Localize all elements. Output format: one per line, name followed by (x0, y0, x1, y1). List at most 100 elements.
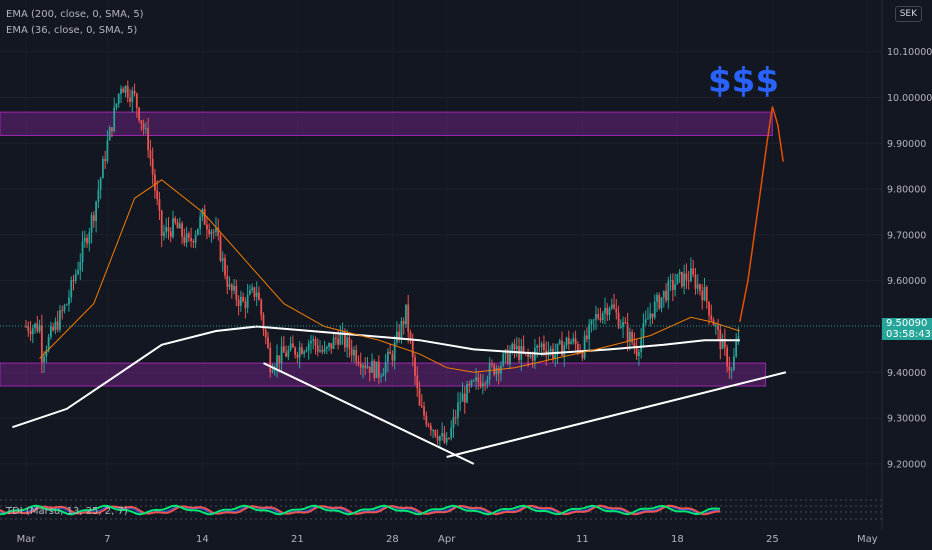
candle-body (371, 360, 373, 373)
candle-body (735, 341, 738, 357)
candle-body (233, 285, 235, 291)
y-tick-label: 10.10000 (887, 47, 932, 58)
currency-badge[interactable]: SEK (894, 6, 922, 22)
candle-body (723, 339, 726, 348)
candle-body (88, 232, 91, 244)
candle-body (346, 337, 349, 348)
candle-body (699, 284, 701, 291)
candle-body (72, 279, 75, 281)
candle-body (427, 424, 430, 426)
candle-body (448, 438, 450, 440)
candle-body (558, 340, 561, 344)
x-tick-label: 28 (386, 534, 399, 545)
candle-body (588, 324, 591, 340)
tdi-legend[interactable]: TDI (Marsu, 13, 25, 2, 7) (6, 506, 128, 517)
candle-body (601, 313, 604, 321)
candle-body (409, 332, 412, 341)
candle-body (133, 90, 136, 94)
candle-body (638, 352, 640, 356)
candle-body (206, 224, 208, 230)
candle-body (172, 218, 174, 237)
candle-body (373, 360, 376, 379)
ema36-legend[interactable]: EMA (36, close, 0, SMA, 5) (6, 25, 138, 36)
candle-body (436, 436, 439, 441)
candle-body (491, 363, 493, 365)
candle-body (538, 345, 541, 347)
candle-body (151, 158, 154, 175)
candle-body (192, 240, 195, 243)
candle-body (237, 299, 240, 306)
candle-body (380, 376, 382, 378)
candle-body (203, 209, 206, 225)
ema200-legend[interactable]: EMA (200, close, 0, SMA, 5) (6, 9, 144, 20)
candle-body (640, 337, 643, 353)
candle-body (543, 343, 545, 351)
candle-body (696, 284, 699, 289)
candle-body (678, 271, 681, 275)
candle-body (459, 401, 462, 403)
candle-body (466, 384, 468, 403)
candle-body (29, 331, 32, 335)
candle-body (86, 237, 88, 244)
candle-body (708, 301, 710, 316)
candle-body (375, 361, 378, 379)
candle-body (45, 350, 48, 357)
candle-body (194, 234, 197, 243)
candle-body (488, 363, 491, 380)
candle-body (97, 189, 100, 202)
candle-body (414, 357, 416, 376)
x-tick-label: 11 (576, 534, 589, 545)
candle-body (432, 430, 434, 432)
candle-body (377, 361, 380, 378)
candle-body (301, 347, 303, 354)
candle-body (450, 427, 453, 439)
candle-body (328, 343, 330, 347)
candle-body (411, 340, 414, 358)
y-tick-label: 9.70000 (887, 230, 926, 241)
candle-body (585, 335, 588, 340)
candle-body (291, 343, 294, 348)
candle-body (215, 227, 217, 232)
candle-body (660, 297, 663, 309)
candle-body (111, 127, 113, 132)
candle-body (262, 314, 265, 330)
candle-body (169, 231, 172, 237)
candle-body (658, 295, 661, 309)
candle-body (147, 128, 150, 151)
candle-body (271, 370, 274, 373)
candle-body (337, 338, 340, 345)
candle-body (285, 352, 287, 357)
candle-body (506, 349, 509, 365)
candle-body (316, 345, 319, 352)
candle-body (674, 284, 676, 290)
candle-body (423, 406, 425, 416)
candle-body (470, 380, 473, 386)
candle-body (287, 350, 290, 357)
candle-body (733, 356, 735, 370)
candle-body (477, 377, 480, 382)
candle-body (47, 337, 50, 351)
candle-body (398, 331, 401, 340)
candle-body (692, 268, 695, 275)
candle-body (235, 285, 238, 300)
candle-body (79, 261, 82, 271)
candle-body (581, 352, 584, 359)
candle-body (144, 128, 147, 130)
candle-body (364, 365, 367, 368)
candle-body (117, 93, 120, 104)
candle-body (452, 417, 455, 428)
candle-body (158, 199, 161, 211)
candle-body (486, 379, 489, 384)
candle-body (108, 127, 111, 141)
tdi-panel (0, 497, 882, 530)
candle-body (610, 304, 613, 309)
candle-body (230, 284, 233, 291)
y-tick-label: 9.60000 (887, 276, 926, 287)
candle-body (249, 290, 251, 295)
grid (0, 51, 882, 465)
candle-body (384, 361, 387, 374)
candle-body (296, 354, 299, 358)
candle-body (509, 352, 511, 365)
candle-body (468, 384, 471, 386)
